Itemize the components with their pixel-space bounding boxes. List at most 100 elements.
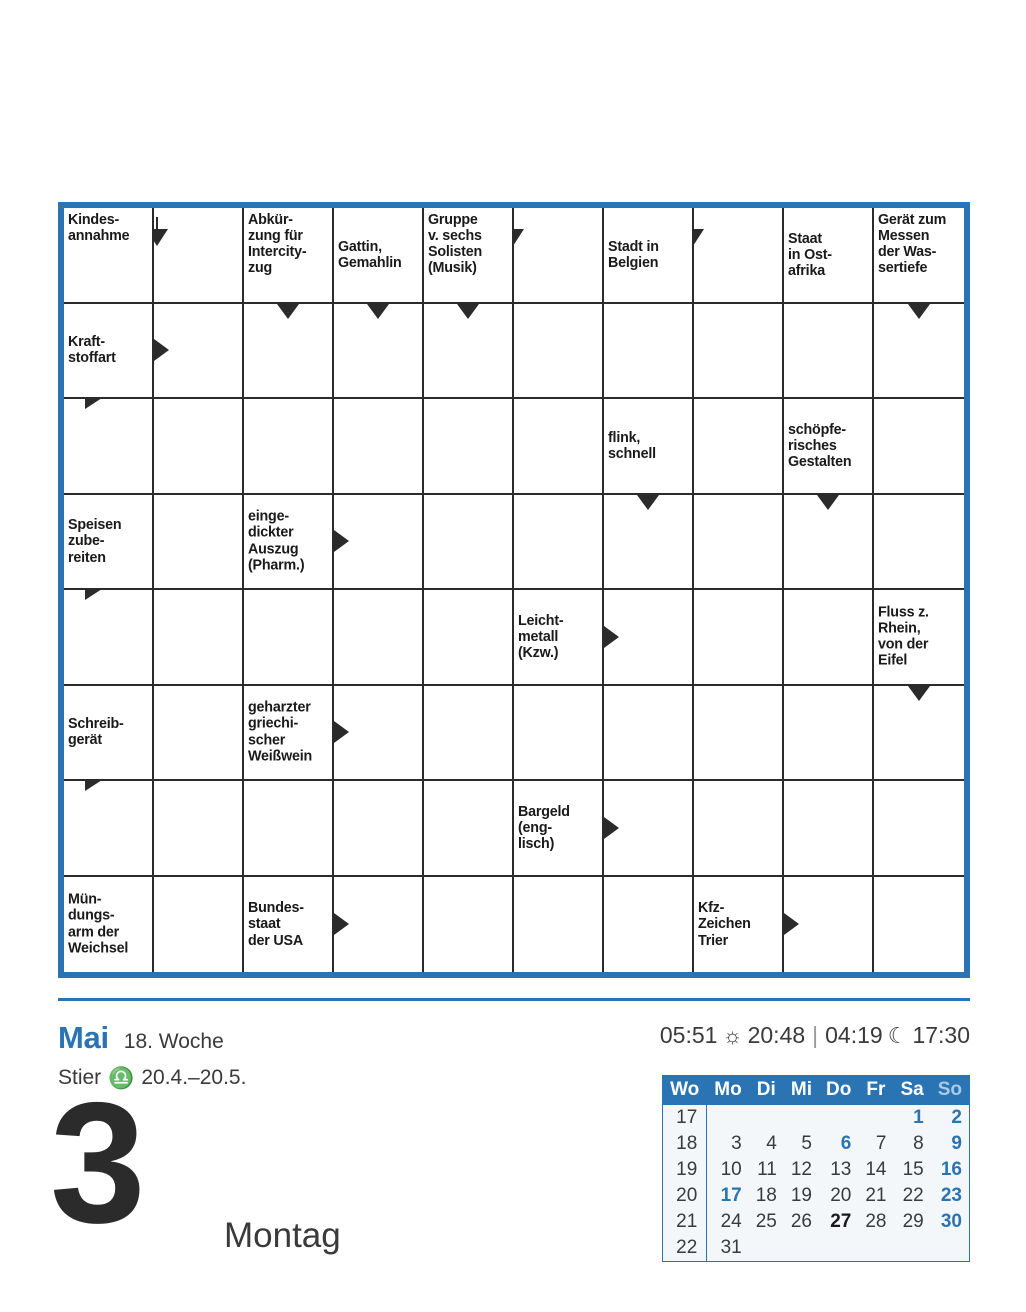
- minical-header-do: Do: [819, 1075, 859, 1105]
- minical-day-cell[interactable]: 9: [951, 1133, 962, 1154]
- crossword-answer-cell[interactable]: [694, 303, 784, 399]
- crossword-answer-cell[interactable]: [154, 208, 244, 304]
- minical-day-cell[interactable]: 16: [940, 1159, 962, 1180]
- crossword-answer-cell[interactable]: [514, 685, 604, 781]
- minical-day-cell[interactable]: 30: [940, 1211, 962, 1232]
- minical-day-cell[interactable]: 1: [913, 1107, 924, 1128]
- crossword-answer-cell[interactable]: [604, 781, 694, 877]
- crossword-answer-cell[interactable]: [784, 494, 874, 590]
- crossword-answer-cell[interactable]: [874, 876, 964, 972]
- crossword-answer-cell[interactable]: [694, 399, 784, 495]
- minical-day-cell[interactable]: 6: [840, 1133, 852, 1154]
- crossword-answer-cell[interactable]: [694, 590, 784, 686]
- crossword-answer-cell[interactable]: [424, 494, 514, 590]
- minical-day-cell[interactable]: 24: [720, 1211, 742, 1232]
- minical-day-cell[interactable]: 14: [865, 1159, 887, 1180]
- crossword-answer-cell[interactable]: [424, 399, 514, 495]
- crossword-answer-cell[interactable]: [514, 399, 604, 495]
- minical-day-cell[interactable]: 10: [720, 1159, 742, 1180]
- crossword-answer-cell[interactable]: [514, 303, 604, 399]
- minical-day-cell[interactable]: 25: [755, 1211, 777, 1232]
- crossword-answer-cell[interactable]: [154, 399, 244, 495]
- minical-day-cell[interactable]: 11: [757, 1159, 777, 1180]
- week-number: 18. Woche: [123, 1030, 224, 1053]
- crossword-answer-cell[interactable]: [334, 685, 424, 781]
- crossword-answer-cell[interactable]: [784, 303, 874, 399]
- minical-day-cell[interactable]: 26: [790, 1211, 812, 1232]
- crossword-answer-cell[interactable]: [334, 303, 424, 399]
- arrow-down-icon: [367, 303, 389, 319]
- crossword-answer-cell[interactable]: [244, 781, 334, 877]
- crossword-answer-cell[interactable]: [154, 781, 244, 877]
- minical-day-cell[interactable]: 17: [720, 1185, 742, 1206]
- footer-divider: [58, 998, 970, 1001]
- crossword-answer-cell[interactable]: [64, 781, 154, 877]
- minical-day-cell[interactable]: 20: [830, 1185, 852, 1206]
- crossword-answer-cell[interactable]: [874, 399, 964, 495]
- crossword-answer-cell[interactable]: [424, 781, 514, 877]
- minical-day-cell[interactable]: 12: [790, 1159, 812, 1180]
- minical-day-cell[interactable]: 21: [865, 1185, 887, 1206]
- crossword-answer-cell[interactable]: [244, 399, 334, 495]
- crossword-answer-cell[interactable]: [424, 876, 514, 972]
- minical-day-cell[interactable]: 19: [790, 1185, 812, 1206]
- crossword-answer-cell[interactable]: [784, 590, 874, 686]
- crossword-answer-cell[interactable]: [784, 685, 874, 781]
- crossword-answer-cell[interactable]: [604, 876, 694, 972]
- minical-day-cell[interactable]: 31: [720, 1237, 742, 1258]
- crossword-answer-cell[interactable]: [514, 494, 604, 590]
- clue-text: geharzter griechi-scher Weißwein: [248, 699, 313, 765]
- crossword-answer-cell[interactable]: [694, 208, 784, 304]
- crossword-answer-cell[interactable]: [514, 876, 604, 972]
- minical-day-cell[interactable]: 18: [755, 1185, 777, 1206]
- crossword-answer-cell[interactable]: [874, 781, 964, 877]
- clue-text: Staat in Ost-afrika: [788, 230, 832, 279]
- crossword-clue-cell: Kfz- Zeichen Trier: [694, 876, 784, 972]
- minical-day-cell[interactable]: 27: [830, 1211, 852, 1232]
- crossword-answer-cell[interactable]: [154, 494, 244, 590]
- crossword-answer-cell[interactable]: [334, 494, 424, 590]
- minical-day-cell[interactable]: 29: [902, 1211, 924, 1232]
- minical-day-cell[interactable]: 8: [913, 1133, 924, 1154]
- crossword-answer-cell[interactable]: [604, 303, 694, 399]
- crossword-answer-cell[interactable]: [334, 590, 424, 686]
- minical-day-cell[interactable]: 5: [801, 1133, 812, 1154]
- crossword-answer-cell[interactable]: [424, 685, 514, 781]
- crossword-answer-cell[interactable]: [694, 494, 784, 590]
- crossword-answer-cell[interactable]: [154, 303, 244, 399]
- minical-day-cell[interactable]: 28: [865, 1211, 887, 1232]
- minical-day-cell[interactable]: 23: [940, 1185, 962, 1206]
- crossword-answer-cell[interactable]: [604, 494, 694, 590]
- crossword-answer-cell[interactable]: [874, 303, 964, 399]
- crossword-answer-cell[interactable]: [604, 590, 694, 686]
- crossword-answer-cell[interactable]: [514, 208, 604, 304]
- minical-day-cell[interactable]: 13: [830, 1159, 852, 1180]
- arrow-down-icon: [817, 494, 839, 510]
- minical-day-cell[interactable]: 2: [951, 1107, 962, 1128]
- crossword-answer-cell[interactable]: [154, 685, 244, 781]
- minical-day-cell[interactable]: 15: [902, 1159, 924, 1180]
- crossword-answer-cell[interactable]: [64, 399, 154, 495]
- crossword-answer-cell[interactable]: [694, 685, 784, 781]
- minical-day-cell[interactable]: 3: [731, 1133, 742, 1154]
- crossword-answer-cell[interactable]: [154, 590, 244, 686]
- crossword-answer-cell[interactable]: [424, 303, 514, 399]
- crossword-answer-cell[interactable]: [784, 876, 874, 972]
- crossword-answer-cell[interactable]: [334, 876, 424, 972]
- crossword-answer-cell[interactable]: [424, 590, 514, 686]
- crossword-answer-cell[interactable]: [874, 685, 964, 781]
- crossword-answer-cell[interactable]: [604, 685, 694, 781]
- crossword-answer-cell[interactable]: [244, 303, 334, 399]
- crossword-answer-cell[interactable]: [784, 781, 874, 877]
- minical-day-cell[interactable]: 22: [902, 1185, 924, 1206]
- minical-day-cell[interactable]: 7: [875, 1133, 887, 1154]
- crossword-clue-cell: Kindes-annahme: [64, 208, 154, 304]
- crossword-answer-cell[interactable]: [64, 590, 154, 686]
- crossword-answer-cell[interactable]: [694, 781, 784, 877]
- crossword-answer-cell[interactable]: [334, 399, 424, 495]
- crossword-answer-cell[interactable]: [154, 876, 244, 972]
- minical-day-cell[interactable]: 4: [766, 1133, 777, 1154]
- crossword-answer-cell[interactable]: [244, 590, 334, 686]
- crossword-answer-cell[interactable]: [874, 494, 964, 590]
- crossword-answer-cell[interactable]: [334, 781, 424, 877]
